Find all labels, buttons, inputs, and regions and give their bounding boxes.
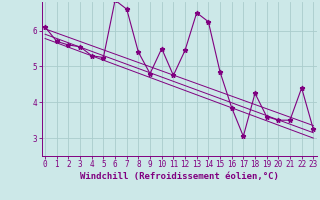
X-axis label: Windchill (Refroidissement éolien,°C): Windchill (Refroidissement éolien,°C) (80, 172, 279, 181)
